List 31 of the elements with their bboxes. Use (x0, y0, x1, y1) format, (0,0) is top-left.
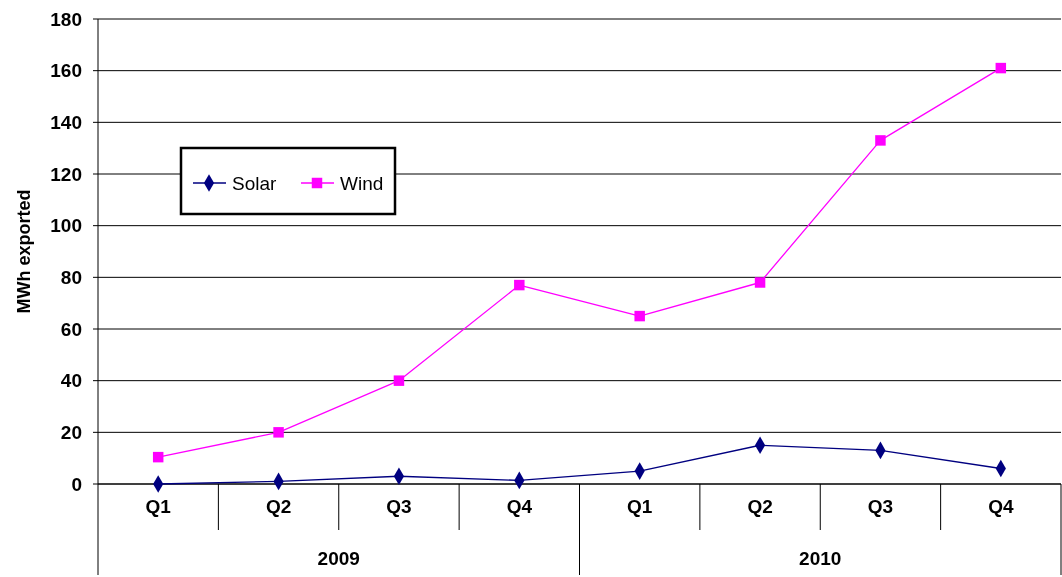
y-tick-label: 60 (60, 318, 82, 340)
y-tick-label: 140 (50, 111, 82, 133)
x-tick-label: Q4 (506, 496, 533, 517)
x-tick-label: Q3 (386, 496, 412, 517)
x-tick-label: Q1 (627, 496, 653, 517)
point (634, 310, 645, 322)
point (514, 279, 525, 291)
point (152, 451, 164, 463)
y-tick-label: 160 (50, 60, 82, 82)
x-tick-label: Q3 (867, 496, 894, 517)
x-tick-label: Q4 (988, 496, 1014, 517)
point (273, 427, 284, 438)
y-tick-label: 40 (60, 370, 82, 392)
x-tick-label: Q2 (747, 496, 773, 517)
x-tick-label: Q2 (265, 496, 292, 517)
text: 2010 (799, 548, 842, 569)
point (995, 62, 1007, 74)
y-tick-label: 100 (50, 215, 82, 237)
legend-label: Solar (232, 172, 278, 194)
text: 2009 (317, 548, 360, 569)
point (875, 135, 886, 146)
point (393, 375, 405, 386)
y-tick-label: 0 (71, 473, 82, 495)
x-tick-label: Q1 (145, 496, 172, 517)
y-tick-label: 180 (50, 8, 82, 30)
legend-label: Wind (340, 172, 384, 194)
y-tick-label: 120 (50, 163, 82, 185)
y-axis-title: MWh exported (14, 189, 34, 314)
point (754, 277, 766, 288)
y-tick-label: 20 (60, 421, 82, 443)
y-tick-label: 80 (60, 266, 82, 288)
